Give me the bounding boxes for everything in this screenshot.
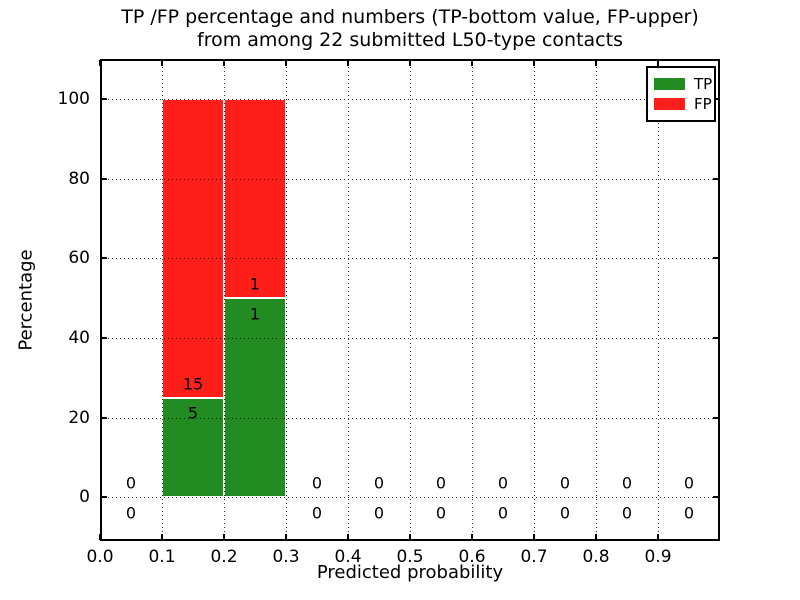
y-tick-left — [101, 496, 107, 499]
legend-row: TP — [654, 75, 713, 93]
y-tick-right — [713, 336, 719, 339]
tp-count-label: 0 — [373, 503, 385, 523]
bar-segment-fp — [224, 98, 286, 298]
y-tick-label: 80 — [68, 168, 90, 189]
tp-count-label: 0 — [497, 503, 509, 523]
gridline-vertical — [534, 59, 535, 541]
bar-segment-fp — [162, 98, 224, 398]
gridline-vertical — [224, 59, 225, 541]
tp-count-label: 0 — [621, 503, 633, 523]
fp-count-label: 0 — [559, 473, 571, 493]
fp-count-label: 0 — [621, 473, 633, 493]
y-tick-label: 100 — [57, 88, 90, 109]
gridline-vertical — [286, 59, 287, 541]
gridline-vertical — [596, 59, 597, 541]
x-tick-bottom — [161, 534, 163, 540]
fp-count-label: 15 — [182, 374, 204, 394]
x-tick-bottom — [409, 534, 411, 540]
x-tick-label: 0.9 — [644, 547, 672, 567]
y-axis-label: Percentage — [15, 249, 37, 351]
y-tick-label: 40 — [68, 327, 90, 348]
y-tick-left — [101, 336, 107, 339]
x-tick-bottom — [533, 534, 535, 540]
y-tick-right — [713, 97, 719, 100]
fp-count-label: 0 — [311, 473, 323, 493]
fp-count-label: 1 — [249, 274, 261, 294]
x-tick-bottom — [595, 534, 597, 540]
x-tick-label: 0.5 — [396, 547, 424, 567]
x-tick-label: 0.1 — [148, 547, 176, 567]
y-tick-left — [101, 177, 107, 180]
x-tick-label: 0.4 — [334, 547, 362, 567]
gridline-vertical — [348, 59, 349, 541]
y-tick-right — [713, 416, 719, 419]
x-tick-label: 0.3 — [272, 547, 300, 567]
tp-count-label: 0 — [683, 503, 695, 523]
gridline-vertical — [658, 59, 659, 541]
bar-segment-tp — [224, 298, 286, 498]
x-axis-label: Predicted probability — [316, 562, 504, 583]
fp-count-label: 0 — [497, 473, 509, 493]
tp-count-label: 0 — [125, 503, 137, 523]
x-tick-top — [533, 60, 535, 66]
chart-title-line2: from among 22 submitted L50-type contact… — [197, 29, 623, 51]
legend-label-tp: TP — [694, 75, 713, 93]
x-tick-label: 0.7 — [520, 547, 548, 567]
x-tick-label: 0.2 — [210, 547, 238, 567]
tp-count-label: 5 — [187, 403, 199, 423]
x-tick-label: 0.6 — [458, 547, 486, 567]
gridline-vertical — [472, 59, 473, 541]
tp-count-label: 1 — [249, 304, 261, 324]
x-tick-label: 0.8 — [582, 547, 610, 567]
tp-count-label: 0 — [559, 503, 571, 523]
legend-swatch-fp — [654, 98, 685, 110]
x-tick-top — [595, 60, 597, 66]
gridline-vertical — [410, 59, 411, 541]
x-tick-bottom — [285, 534, 287, 540]
gridline-vertical — [162, 59, 163, 541]
x-tick-label: 0.0 — [86, 547, 114, 567]
chart-title: TP /FP percentage and numbers (TP-bottom… — [100, 6, 720, 52]
fp-count-label: 0 — [125, 473, 137, 493]
legend: TP FP — [646, 66, 716, 122]
y-tick-left — [101, 97, 107, 100]
y-tick-label: 20 — [68, 407, 90, 428]
x-tick-top — [471, 60, 473, 66]
fp-count-label: 0 — [435, 473, 447, 493]
x-tick-top — [99, 60, 101, 66]
y-tick-left — [101, 257, 107, 260]
legend-row: FP — [654, 95, 712, 113]
y-tick-label: 0 — [79, 487, 90, 508]
y-tick-label: 60 — [68, 248, 90, 269]
plot-area: 0 0 15 5 1 1 0 0 0 0 0 0 0 0 0 0 0 0 0 0 0.0 0.1 0.2 0.3 0.4 0.5… — [58, 59, 720, 567]
y-tick-left — [101, 416, 107, 419]
x-tick-top — [657, 60, 659, 66]
y-tick-right — [713, 496, 719, 499]
tp-count-label: 0 — [311, 503, 323, 523]
x-tick-top — [285, 60, 287, 66]
legend-label-fp: FP — [694, 95, 712, 113]
x-tick-bottom — [471, 534, 473, 540]
legend-swatch-tp — [654, 78, 685, 90]
chart-title-line1: TP /FP percentage and numbers (TP-bottom… — [121, 6, 699, 28]
x-tick-bottom — [99, 534, 101, 540]
fp-count-label: 0 — [683, 473, 695, 493]
y-tick-right — [713, 257, 719, 260]
x-tick-bottom — [223, 534, 225, 540]
x-tick-top — [409, 60, 411, 66]
bar-segment-tp — [162, 397, 224, 498]
fp-count-label: 0 — [373, 473, 385, 493]
x-tick-bottom — [657, 534, 659, 540]
x-tick-top — [347, 60, 349, 66]
y-tick-right — [713, 177, 719, 180]
tp-count-label: 0 — [435, 503, 447, 523]
x-tick-bottom — [347, 534, 349, 540]
x-tick-top — [161, 60, 163, 66]
x-tick-top — [223, 60, 225, 66]
